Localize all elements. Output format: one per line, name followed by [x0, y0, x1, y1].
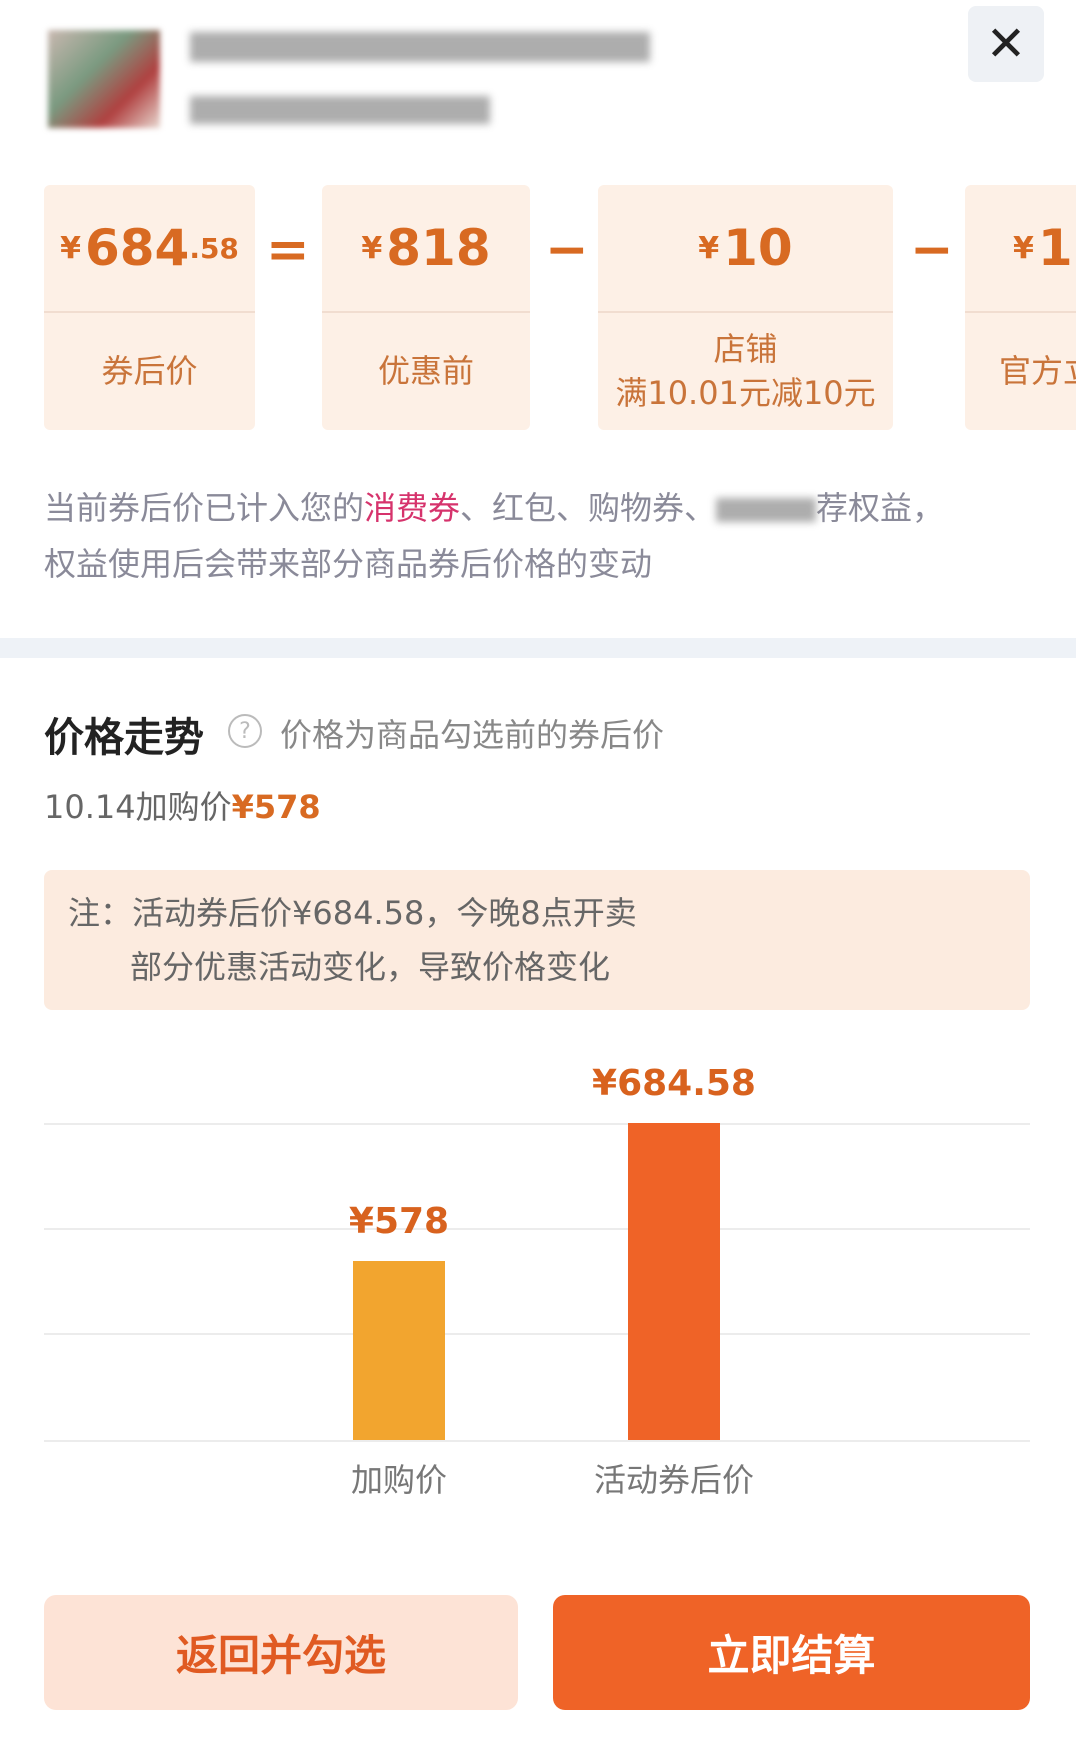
price-label: 店铺 [713, 329, 778, 368]
add-price-value: ¥578 [231, 788, 321, 826]
minus-sign: − [545, 220, 589, 280]
bar-value-label: ¥578 [348, 1201, 450, 1243]
price-label: 官方立 [999, 351, 1076, 390]
product-title-redacted [190, 32, 650, 62]
x-axis-label: 活动券后价 [593, 1461, 754, 1499]
notice-text: 荐权益， [816, 489, 945, 527]
currency: ¥ [361, 230, 383, 266]
minus-sign: − [910, 220, 954, 280]
price-card-shop-coupon: ¥10 店铺满10.01元减10元 [598, 185, 893, 430]
product-thumbnail [48, 30, 160, 128]
bar-1 [628, 1123, 720, 1440]
currency: ¥ [60, 230, 81, 266]
note-line2: 部分优惠活动变化，导致价格变化 [130, 948, 611, 986]
section-subtitle: 价格为商品勾选前的券后价 [280, 716, 665, 754]
grid-line [44, 1333, 1030, 1335]
question-circle-icon[interactable]: ? [228, 714, 262, 748]
price-card-official: ¥12 官方立 [965, 185, 1076, 430]
product-spec-redacted [190, 96, 490, 124]
price-value: 10 [723, 219, 793, 277]
price-value: 818 [386, 219, 491, 277]
price-notice: 当前券后价已计入您的消费券、红包、购物券、 荐权益， 权益使用后会带来部分商品券后… [44, 480, 1044, 592]
price-value: 684 [84, 219, 190, 277]
price-decimal: .58 [189, 231, 239, 265]
notice-line2: 权益使用后会带来部分商品券后价格的变动 [44, 545, 653, 583]
currency: ¥ [1013, 230, 1034, 266]
notice-text: 、红包、购物券、 [460, 489, 717, 527]
close-button[interactable]: ✕ [968, 6, 1044, 82]
add-price-label: 10.14加购价 [44, 788, 232, 826]
notice-text: 当前券后价已计入您的 [44, 489, 365, 527]
price-value: 12 [1037, 219, 1076, 277]
equals-sign: = [266, 220, 310, 280]
redacted-text [716, 498, 817, 522]
section-title: 价格走势 [44, 715, 204, 761]
price-label: 券后价 [101, 351, 198, 390]
price-card-original: ¥818 优惠前 [322, 185, 530, 430]
checkout-button[interactable]: 立即结算 [553, 1595, 1030, 1710]
price-label: 优惠前 [377, 351, 474, 390]
x-axis-label: 加购价 [350, 1461, 447, 1499]
consumer-coupon-link[interactable]: 消费券 [364, 489, 461, 527]
note-box: 注：活动券后价¥684.58，今晚8点开卖 部分优惠活动变化，导致价格变化 [44, 870, 1030, 1010]
bar-0 [353, 1261, 445, 1440]
close-icon: ✕ [985, 16, 1027, 72]
section-divider [0, 638, 1076, 658]
currency: ¥ [698, 230, 720, 266]
grid-line [44, 1440, 1030, 1442]
add-price-line: 10.14加购价¥578 [44, 782, 321, 828]
back-and-select-button[interactable]: 返回并勾选 [44, 1595, 518, 1710]
price-card-final: ¥684.58 券后价 [44, 185, 255, 430]
grid-line [44, 1123, 1030, 1125]
note-line1: 注：活动券后价¥684.58，今晚8点开卖 [68, 894, 637, 932]
price-label-detail: 满10.01元减10元 [615, 373, 876, 412]
grid-line [44, 1228, 1030, 1230]
bar-value-label: ¥684.58 [592, 1063, 756, 1104]
